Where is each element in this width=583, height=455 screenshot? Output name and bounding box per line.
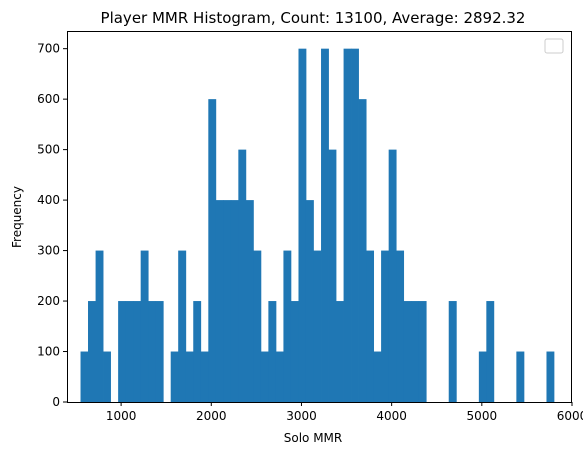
- y-tick-label: 200: [37, 294, 60, 308]
- histogram-bar: [396, 250, 405, 402]
- histogram-bar: [298, 48, 307, 403]
- histogram-bar: [260, 351, 269, 402]
- x-tick-label: 5000: [467, 409, 498, 423]
- x-axis-label: Solo MMR: [284, 431, 343, 445]
- histogram-bar: [275, 351, 284, 402]
- histogram-bar: [253, 250, 262, 402]
- histogram-bar: [103, 351, 111, 402]
- y-tick-label: 0: [52, 395, 60, 409]
- y-tick-label: 300: [37, 244, 60, 258]
- histogram-bar: [418, 301, 427, 402]
- histogram-bar: [155, 301, 164, 402]
- histogram-bar: [546, 351, 555, 402]
- histogram-bar: [148, 301, 157, 402]
- y-tick-label: 100: [37, 345, 60, 359]
- histogram-bar: [366, 250, 375, 402]
- histogram-bar: [170, 351, 179, 402]
- histogram-bar: [373, 351, 382, 402]
- histogram-bar: [478, 351, 487, 402]
- histogram-bar: [193, 301, 202, 402]
- histogram-bar: [321, 48, 329, 403]
- y-tick-label: 700: [37, 42, 60, 56]
- histogram-bar: [305, 200, 314, 402]
- histogram-bar: [223, 200, 232, 402]
- x-tick-label: 2000: [196, 409, 227, 423]
- histogram-bar: [80, 351, 89, 402]
- histogram-bar: [328, 149, 337, 402]
- histogram-bar: [245, 200, 254, 402]
- histogram-bar: [388, 149, 397, 402]
- y-tick-label: 500: [37, 143, 60, 157]
- histogram-bar: [268, 301, 277, 402]
- histogram-bars: [80, 48, 555, 403]
- histogram-bar: [381, 250, 390, 402]
- histogram-bar: [133, 301, 142, 402]
- histogram-bar: [516, 351, 525, 402]
- histogram-bar: [238, 149, 247, 402]
- histogram-bar: [448, 301, 457, 402]
- histogram-bar: [185, 351, 194, 402]
- histogram-bar: [343, 48, 352, 403]
- histogram-bar: [230, 200, 239, 402]
- histogram-bar: [95, 250, 104, 402]
- y-axis-ticks: 0 100 200 300 400 500 600 700: [37, 42, 67, 409]
- histogram-bar: [358, 99, 367, 403]
- plot-frame: [67, 31, 572, 403]
- histogram-bar: [178, 250, 187, 402]
- histogram-bar: [208, 99, 217, 403]
- y-axis-label: Frequency: [10, 186, 24, 248]
- histogram-bar: [313, 250, 322, 402]
- chart-title: Player MMR Histogram, Count: 13100, Aver…: [101, 9, 526, 27]
- histogram-bar: [336, 301, 344, 402]
- histogram-bar: [215, 200, 224, 402]
- x-tick-label: 4000: [376, 409, 407, 423]
- x-tick-label: 3000: [286, 409, 317, 423]
- histogram-bar: [140, 250, 149, 402]
- y-tick-label: 400: [37, 193, 60, 207]
- histogram-bar: [88, 301, 96, 402]
- histogram-bar: [200, 351, 209, 402]
- histogram-bar: [290, 301, 299, 402]
- legend-box[interactable]: [544, 38, 564, 54]
- x-tick-label: 1000: [106, 409, 137, 423]
- histogram-bar: [486, 301, 495, 402]
- histogram-bar: [403, 301, 412, 402]
- histogram-bar: [283, 250, 292, 402]
- histogram-bar: [118, 301, 127, 402]
- histogram-bar: [125, 301, 134, 402]
- histogram-bar: [411, 301, 420, 402]
- histogram-bar: [351, 48, 359, 403]
- y-tick-label: 600: [37, 92, 60, 106]
